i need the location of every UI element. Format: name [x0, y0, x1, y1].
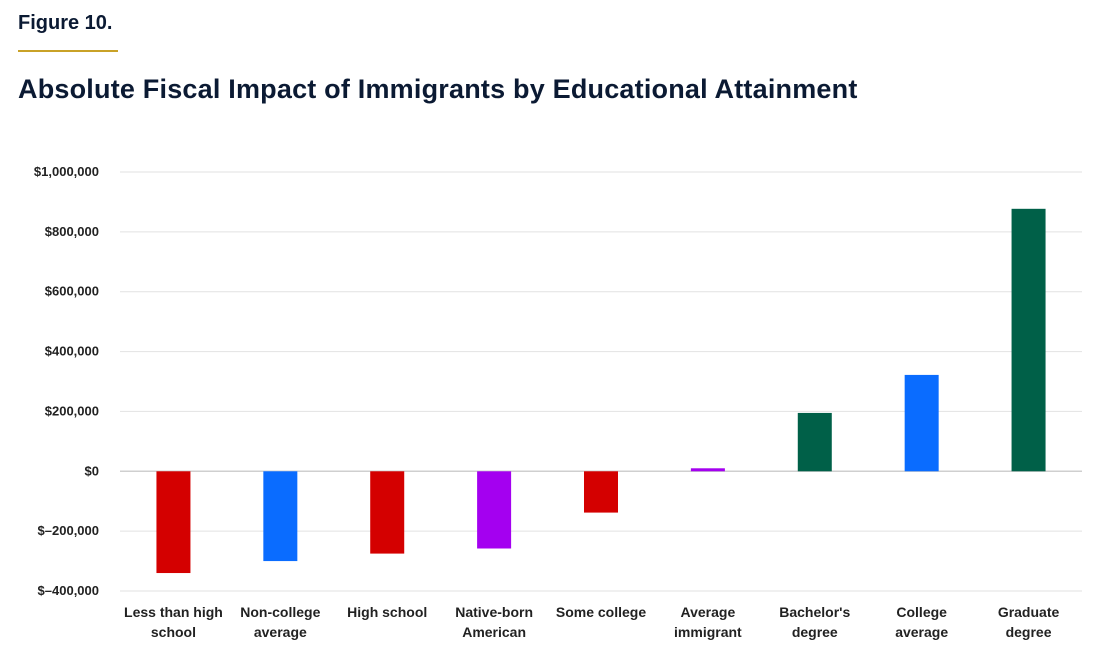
y-tick-label: $1,000,000	[34, 164, 99, 179]
y-tick-label: $0	[85, 463, 99, 478]
x-tick-label: Non-college	[240, 604, 320, 620]
x-tick-label: degree	[1006, 624, 1052, 640]
x-tick-label: average	[254, 624, 307, 640]
y-tick-label: $–200,000	[38, 523, 99, 538]
figure-label-underline	[18, 50, 118, 52]
bar	[904, 374, 939, 472]
y-tick-label: $–400,000	[38, 583, 99, 598]
y-tick-label: $400,000	[45, 344, 99, 359]
x-tick-label: Graduate	[998, 604, 1060, 620]
x-tick-label: Bachelor's	[779, 604, 850, 620]
bar	[263, 471, 298, 562]
y-tick-label: $600,000	[45, 284, 99, 299]
x-tick-label: College	[896, 604, 947, 620]
x-tick-label: American	[462, 624, 526, 640]
figure-label: Figure 10.	[18, 12, 113, 34]
bar	[156, 471, 191, 574]
x-tick-label: average	[895, 624, 948, 640]
bar	[370, 471, 405, 554]
bar	[1011, 208, 1046, 472]
x-tick-label: immigrant	[674, 624, 742, 640]
bar	[797, 412, 832, 472]
x-tick-label: Average	[681, 604, 736, 620]
bar	[690, 468, 725, 472]
x-tick-label: Native-born	[455, 604, 533, 620]
y-tick-label: $800,000	[45, 224, 99, 239]
chart-title: Absolute Fiscal Impact of Immigrants by …	[18, 74, 858, 104]
x-tick-label: High school	[347, 604, 427, 620]
x-tick-label: degree	[792, 624, 838, 640]
y-tick-label: $200,000	[45, 403, 99, 418]
bar	[584, 471, 618, 513]
x-tick-label: school	[151, 624, 196, 640]
x-tick-label: Less than high	[124, 604, 223, 620]
bar	[477, 471, 512, 549]
x-tick-label: Some college	[556, 604, 646, 620]
